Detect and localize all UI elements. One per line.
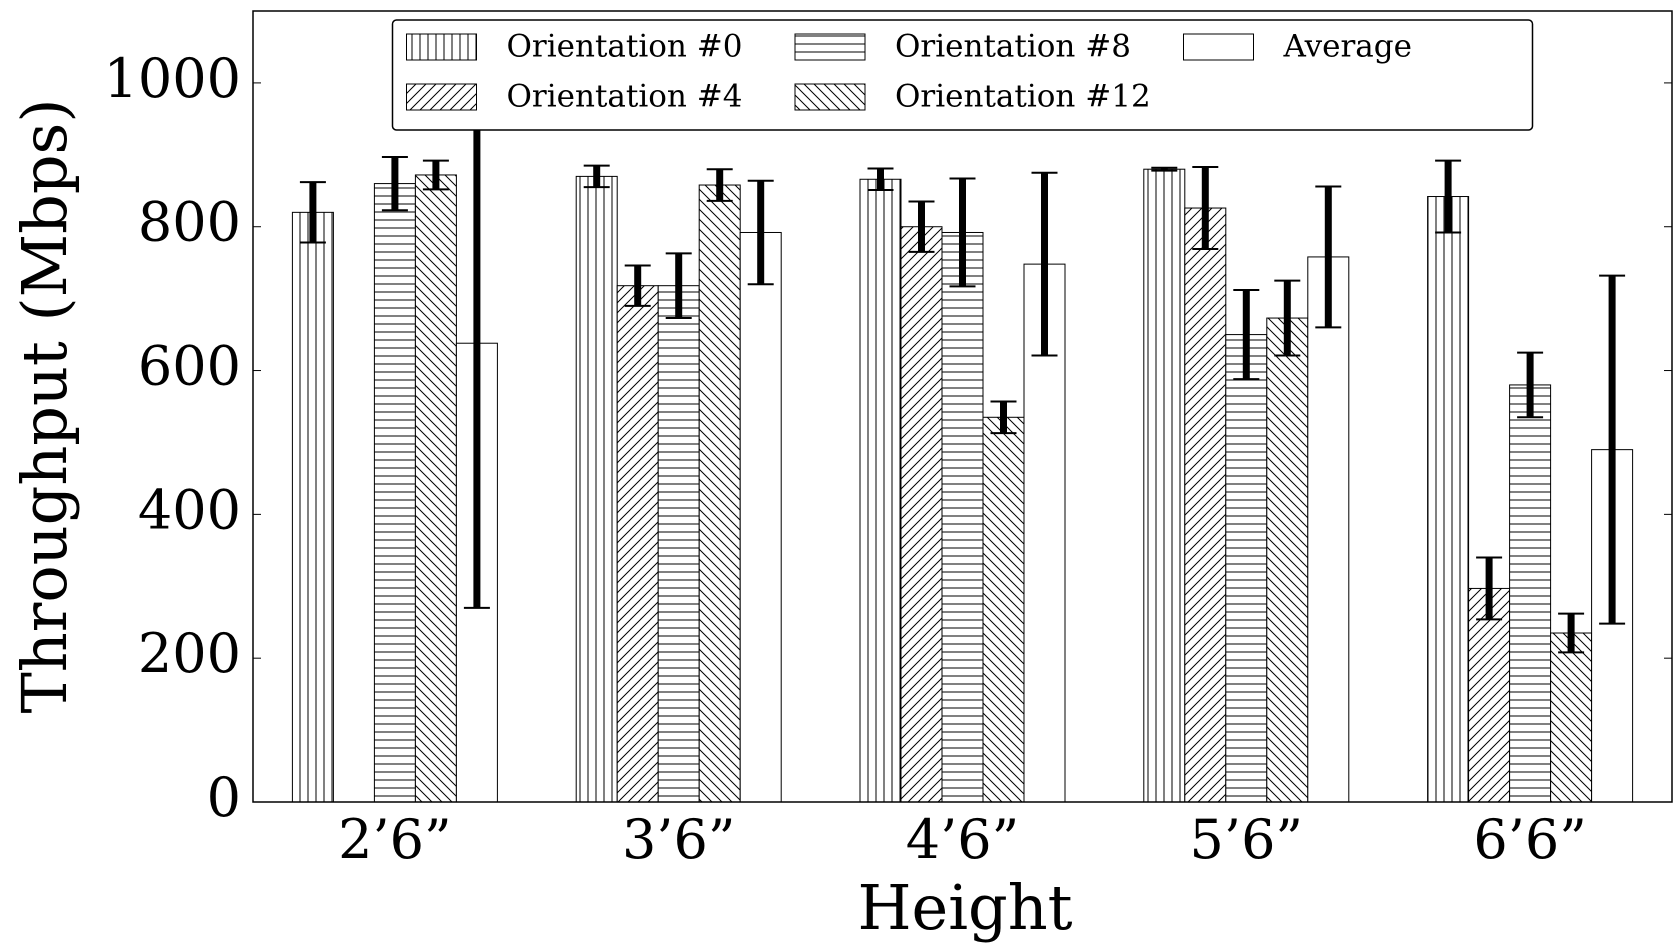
error-bar [1517, 351, 1544, 419]
error-bar [1151, 166, 1178, 172]
bar [900, 226, 943, 803]
y-tick-label: 400 [138, 478, 241, 541]
error-bar [1192, 166, 1219, 251]
error-bar [1031, 171, 1058, 357]
legend-swatch [794, 83, 866, 111]
bar [1225, 334, 1268, 803]
error-bar [299, 181, 326, 244]
y-tick-label: 200 [138, 622, 241, 685]
error-bar [1558, 612, 1585, 654]
error-bar [1274, 279, 1301, 357]
x-tick-label: 3’6” [622, 808, 735, 871]
x-tick-label: 6’6” [1473, 808, 1586, 871]
bar [575, 175, 618, 803]
error-bar [1233, 289, 1260, 381]
bar [698, 184, 741, 803]
error-bar [867, 167, 894, 192]
legend-label: Average [1283, 29, 1412, 65]
x-tick-label: 5’6” [1190, 808, 1303, 871]
legend-label: Orientation #4 [507, 79, 743, 115]
bar [1143, 168, 1186, 803]
error-bar [422, 159, 449, 191]
error-bar [665, 252, 692, 320]
bar [657, 285, 700, 803]
error-bar [747, 179, 774, 286]
legend-swatch [406, 33, 477, 61]
bar [941, 231, 984, 803]
legend-label: Orientation #12 [895, 79, 1151, 115]
error-bar [706, 168, 733, 202]
bar [1468, 587, 1511, 803]
y-tick-label: 800 [138, 191, 241, 254]
error-bar [1315, 185, 1342, 329]
y-tick-label: 0 [207, 766, 241, 829]
x-axis-label: Height [857, 871, 1072, 944]
error-bar [624, 264, 651, 307]
error-bar [1435, 159, 1462, 234]
bar [1509, 384, 1552, 803]
legend-label: Orientation #8 [895, 29, 1131, 65]
error-bar [583, 164, 610, 189]
bar [291, 211, 334, 803]
y-axis-label: Throughput (Mbps) [8, 98, 81, 713]
error-bar [908, 200, 935, 253]
bar [739, 231, 782, 803]
bar [414, 174, 457, 803]
error-bar [990, 400, 1017, 435]
error-bar [1599, 274, 1626, 625]
y-tick-label: 600 [138, 335, 241, 398]
legend-swatch [794, 33, 866, 61]
plot-frame [252, 10, 1673, 803]
bar [1427, 196, 1470, 803]
error-bar [381, 155, 408, 212]
x-tick-label: 2’6” [338, 808, 451, 871]
bar [1307, 256, 1350, 803]
bar [982, 416, 1025, 803]
bar [1266, 317, 1309, 803]
bar [1550, 632, 1593, 803]
legend-swatch [1183, 33, 1254, 61]
bar [373, 183, 416, 803]
error-bar [949, 177, 976, 288]
legend-label: Orientation #0 [507, 29, 743, 65]
y-tick-label: 1000 [104, 47, 241, 110]
bar [1184, 207, 1227, 803]
x-tick-label: 4’6” [906, 808, 1019, 871]
bar [859, 178, 902, 803]
legend-swatch [406, 83, 477, 111]
bar [616, 285, 659, 803]
error-bar [1476, 556, 1503, 621]
